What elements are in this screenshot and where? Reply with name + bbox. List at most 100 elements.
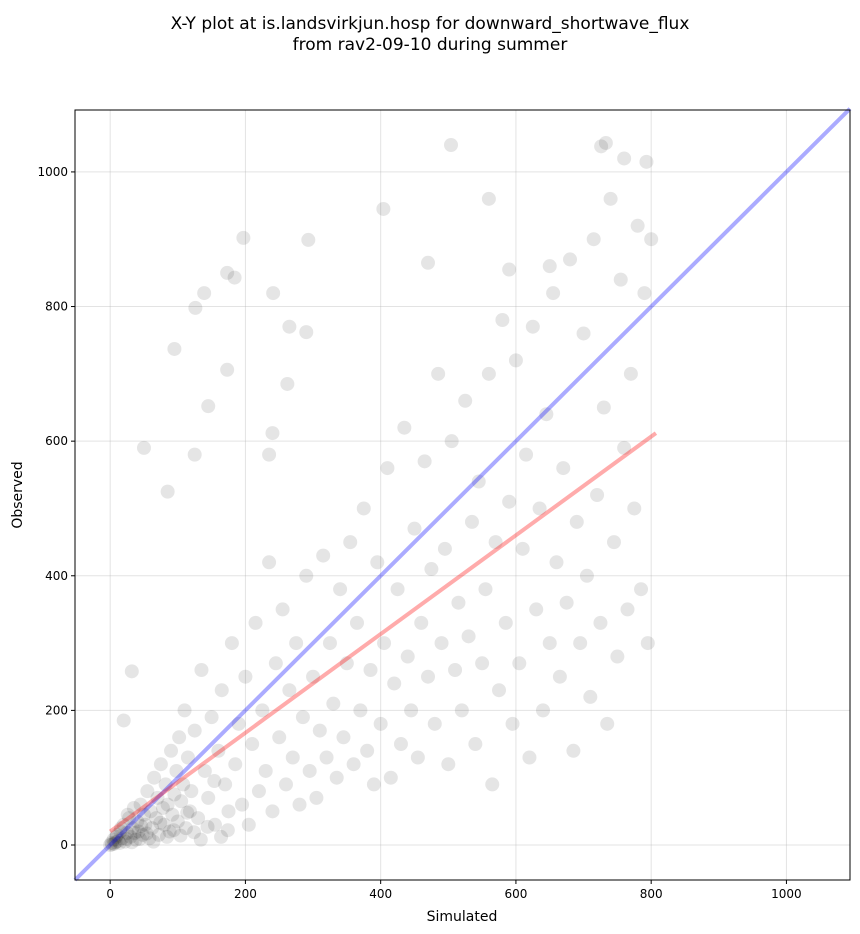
- data-point: [120, 807, 135, 822]
- data-point: [119, 831, 134, 846]
- data-point: [414, 615, 429, 630]
- data-point: [377, 636, 392, 651]
- data-point: [248, 615, 263, 630]
- data-point: [275, 602, 290, 617]
- data-point: [184, 784, 199, 799]
- data-point: [180, 805, 195, 820]
- data-point: [606, 535, 621, 550]
- data-point: [535, 703, 550, 718]
- data-point: [177, 703, 192, 718]
- data-point: [376, 201, 391, 216]
- data-point: [104, 835, 119, 850]
- data-point: [107, 836, 122, 851]
- data-point: [427, 716, 442, 731]
- data-point: [187, 825, 202, 840]
- data-point: [111, 833, 126, 848]
- data-point: [197, 286, 212, 301]
- data-point: [187, 723, 202, 738]
- data-point: [593, 615, 608, 630]
- data-point: [146, 834, 161, 849]
- data-point: [149, 811, 164, 826]
- data-point: [113, 821, 128, 836]
- data-point: [322, 636, 337, 651]
- data-point: [410, 750, 425, 765]
- y-tick-label: 800: [45, 300, 68, 314]
- data-point: [231, 716, 246, 731]
- data-point: [262, 447, 277, 462]
- data-point: [178, 821, 193, 836]
- data-point: [200, 819, 215, 834]
- x-tick-label: 200: [234, 887, 257, 901]
- data-point: [138, 817, 153, 832]
- data-point: [339, 656, 354, 671]
- data-point: [220, 362, 235, 377]
- data-point: [289, 636, 304, 651]
- data-point: [383, 770, 398, 785]
- data-point: [336, 730, 351, 745]
- y-tick-label: 600: [45, 434, 68, 448]
- data-point: [228, 757, 243, 772]
- data-point: [201, 399, 216, 414]
- data-point: [140, 784, 155, 799]
- data-point: [116, 817, 131, 832]
- y-tick-label: 0: [60, 838, 68, 852]
- data-point: [387, 676, 402, 691]
- data-point: [346, 757, 361, 772]
- data-point: [594, 139, 609, 154]
- chart-title-line2: from rav2-09-10 during summer: [292, 35, 568, 55]
- data-point: [292, 797, 307, 812]
- data-point: [498, 615, 513, 630]
- data-point: [109, 827, 124, 842]
- chart-title-line1: X-Y plot at is.landsvirkjun.hosp for dow…: [170, 14, 690, 34]
- data-point: [390, 582, 405, 597]
- data-point: [579, 568, 594, 583]
- data-point: [235, 797, 250, 812]
- data-point: [559, 595, 574, 610]
- data-point: [278, 777, 293, 792]
- data-point: [421, 255, 436, 270]
- data-point: [151, 827, 166, 842]
- data-point: [251, 784, 266, 799]
- data-point: [444, 138, 459, 152]
- data-point: [132, 831, 147, 846]
- data-point: [302, 763, 317, 778]
- data-point: [444, 434, 459, 449]
- data-point: [639, 154, 654, 169]
- data-point: [373, 716, 388, 731]
- data-point: [218, 777, 233, 792]
- data-point: [160, 797, 175, 812]
- data-point: [299, 568, 314, 583]
- data-point: [123, 829, 138, 844]
- data-point: [502, 494, 517, 509]
- data-point: [468, 737, 483, 752]
- data-point: [122, 811, 137, 826]
- data-point: [108, 835, 123, 850]
- data-point: [157, 817, 172, 832]
- data-point: [128, 832, 143, 847]
- data-point: [309, 790, 324, 805]
- data-point: [451, 595, 466, 610]
- data-point: [481, 366, 496, 381]
- data-point: [512, 656, 527, 671]
- data-point: [197, 763, 212, 778]
- data-point: [282, 319, 297, 334]
- data-point: [136, 807, 151, 822]
- data-point: [127, 825, 142, 840]
- data-point: [214, 683, 229, 698]
- data-point: [162, 824, 177, 839]
- data-point: [552, 669, 567, 684]
- data-point: [448, 663, 463, 677]
- data-point: [502, 262, 517, 277]
- data-point: [603, 191, 618, 206]
- data-point: [312, 723, 327, 738]
- data-point: [201, 790, 216, 805]
- data-point: [153, 815, 168, 830]
- data-point: [464, 514, 479, 529]
- data-point: [505, 716, 520, 731]
- data-point: [112, 835, 127, 850]
- data-point: [586, 232, 601, 247]
- data-point: [142, 831, 157, 846]
- data-point: [573, 636, 588, 651]
- data-point: [488, 535, 503, 550]
- data-point: [285, 750, 300, 765]
